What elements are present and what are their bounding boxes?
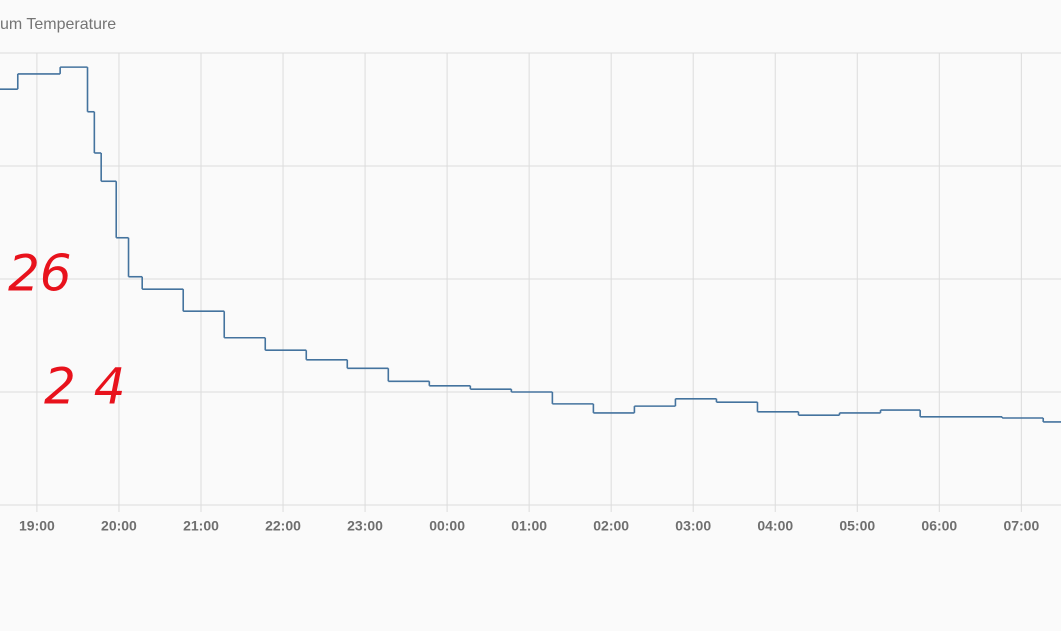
annotation: 26 [8,245,72,303]
x-tick-label: 20:00 [101,518,137,534]
step-riser [16,67,1045,422]
x-tick-label: 07:00 [1003,518,1039,534]
x-tick-label: 01:00 [511,518,547,534]
x-tick-label: 04:00 [757,518,793,534]
x-tick-label: 00:00 [429,518,465,534]
x-tick-label: 22:00 [265,518,301,534]
chart-title: um Temperature [0,16,116,33]
x-tick-label: 21:00 [183,518,219,534]
x-tick-label: 19:00 [19,518,55,534]
x-tick-label: 23:00 [347,518,383,534]
x-tick-label: 05:00 [839,518,875,534]
x-tick-label: 03:00 [675,518,711,534]
plot: 19:00 20:00 21:00 22:00 23:00 00:00 01:00 02:00… [0,52,1061,534]
x-tick-label: 06:00 [921,518,957,534]
annotation: 24 [44,358,144,416]
x-tick-label: 02:00 [593,518,629,534]
